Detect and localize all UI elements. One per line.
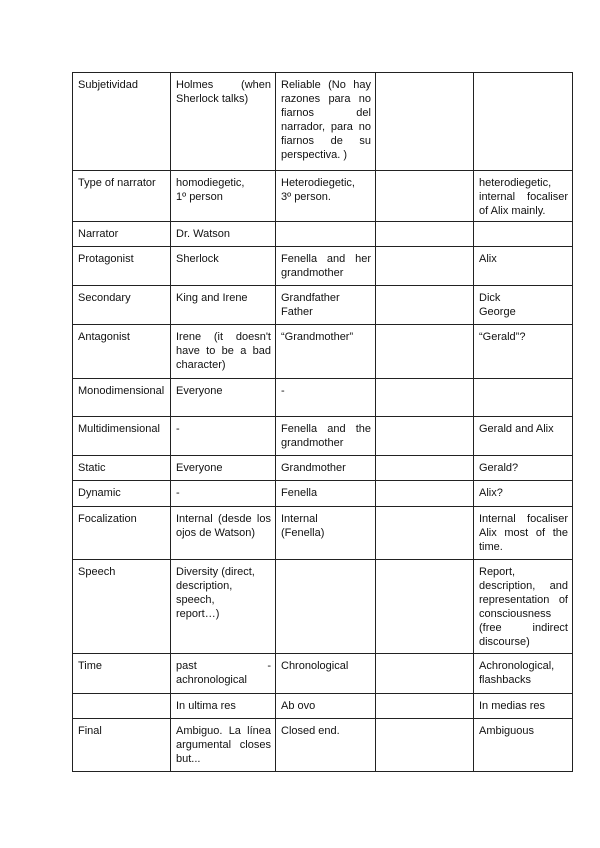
table-cell (375, 285, 474, 325)
table-cell: - (170, 480, 276, 507)
table-cell: Internal (Fenella) (275, 506, 376, 560)
table-cell: Gerald and Alix (473, 416, 573, 456)
table-cell: Internal (desde los ojos de Watson) (170, 506, 276, 560)
table-cell (473, 378, 573, 417)
comparison-table: Subjetividad Holmes (when Sherlock talks)… (72, 72, 573, 772)
table-cell (375, 455, 474, 481)
row-label-cell: Monodimensional (72, 378, 171, 417)
table-row: Multidimensional - Fenella and the grandmo… (72, 416, 573, 456)
table-cell: Chronological (275, 653, 376, 694)
row-label-cell: Secondary (72, 285, 171, 325)
table-cell: heterodiegetic, internal focaliser of Al… (473, 170, 573, 222)
table-cell: Dr. Watson (170, 221, 276, 247)
table-cell: Holmes (when Sherlock talks) (170, 72, 276, 171)
table-row: Speech Diversity (direct, description, sp… (72, 559, 573, 654)
table-row: Subjetividad Holmes (when Sherlock talks)… (72, 72, 573, 171)
table-row: Focalization Internal (desde los ojos de … (72, 506, 573, 560)
table-cell (375, 72, 474, 171)
table-cell: Fenella and her grandmother (275, 246, 376, 286)
table-row: Secondary King and Irene Grandfather Fathe… (72, 285, 573, 325)
table-cell: Closed end. (275, 718, 376, 772)
table-cell: Fenella (275, 480, 376, 507)
table-cell: Heterodiegetic, 3º person. (275, 170, 376, 222)
table-cell: “Gerald”? (473, 324, 573, 379)
table-cell: In medias res (473, 693, 573, 719)
row-label-cell: Subjetividad (72, 72, 171, 171)
table-cell: past - achronological (170, 653, 276, 694)
table-row: Antagonist Irene (it doesn't have to be a… (72, 324, 573, 379)
table-cell: “Grandmother” (275, 324, 376, 379)
table-cell: Diversity (direct, description, speech, … (170, 559, 276, 654)
row-label-cell: Static (72, 455, 171, 481)
table-row: Type of narrator homodiegetic, 1º person H… (72, 170, 573, 222)
table-cell (375, 378, 474, 417)
table-cell: In ultima res (170, 693, 276, 719)
table-cell (275, 221, 376, 247)
table-cell: Alix (473, 246, 573, 286)
table-cell: King and Irene (170, 285, 276, 325)
table-cell: Achronological, flashbacks (473, 653, 573, 694)
table-row: Narrator Dr. Watson (72, 221, 573, 247)
row-label-cell: Narrator (72, 221, 171, 247)
row-label-cell: Type of narrator (72, 170, 171, 222)
table-cell: Internal focaliser Alix most of the time… (473, 506, 573, 560)
table-cell (375, 170, 474, 222)
table-cell: Sherlock (170, 246, 276, 286)
table-row: Monodimensional Everyone - (72, 378, 573, 417)
table-cell: Grandfather Father (275, 285, 376, 325)
table-cell (375, 653, 474, 694)
row-label-cell: Antagonist (72, 324, 171, 379)
table-row: Protagonist Sherlock Fenella and her grand… (72, 246, 573, 286)
table-cell: Gerald? (473, 455, 573, 481)
table-cell (275, 559, 376, 654)
row-label-cell: Speech (72, 559, 171, 654)
table-cell (375, 559, 474, 654)
table-cell: Ambiguo. La línea argumental closes but.… (170, 718, 276, 772)
table-cell: Ab ovo (275, 693, 376, 719)
table-cell: Everyone (170, 455, 276, 481)
row-label-cell: Multidimensional (72, 416, 171, 456)
table-cell (375, 718, 474, 772)
table-cell: Dick George (473, 285, 573, 325)
table-cell (375, 506, 474, 560)
table-cell: Reliable (No hay razones para no fiarnos… (275, 72, 376, 171)
table-row: Dynamic - Fenella Alix? (72, 480, 573, 507)
table-row: Final Ambiguo. La línea argumental closes… (72, 718, 573, 772)
table-row: In ultima res Ab ovo In medias res (72, 693, 573, 719)
row-label-cell: Dynamic (72, 480, 171, 507)
table-cell (375, 416, 474, 456)
table-cell: Everyone (170, 378, 276, 417)
table-cell: Report, description, and representation … (473, 559, 573, 654)
row-label-cell: Final (72, 718, 171, 772)
row-label-cell: Focalization (72, 506, 171, 560)
table-row: Static Everyone Grandmother Gerald? (72, 455, 573, 481)
table-cell (473, 72, 573, 171)
row-label-cell: Time (72, 653, 171, 694)
table-cell: - (275, 378, 376, 417)
table-cell: Alix? (473, 480, 573, 507)
table-cell: Irene (it doesn't have to be a bad chara… (170, 324, 276, 379)
table-cell (375, 324, 474, 379)
table-cell (375, 693, 474, 719)
table-cell: Fenella and the grandmother (275, 416, 376, 456)
table-cell: - (170, 416, 276, 456)
row-label-cell (72, 693, 171, 719)
table-cell: homodiegetic, 1º person (170, 170, 276, 222)
table-row: Time past - achronological Chronological Ac… (72, 653, 573, 694)
table-cell (375, 221, 474, 247)
table-cell (375, 480, 474, 507)
table-cell: Grandmother (275, 455, 376, 481)
row-label-cell: Protagonist (72, 246, 171, 286)
table-cell: Ambiguous (473, 718, 573, 772)
table-cell (473, 221, 573, 247)
table-cell (375, 246, 474, 286)
